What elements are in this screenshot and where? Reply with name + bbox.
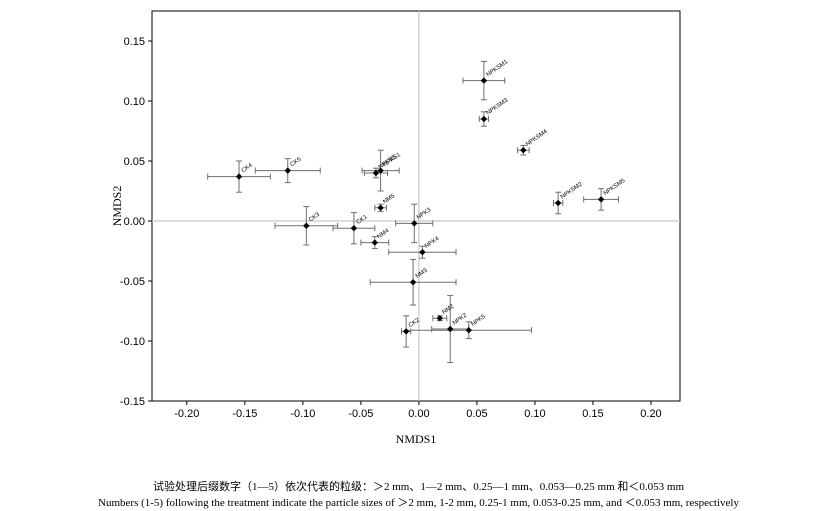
x-tick-label: -0.15 [232, 408, 257, 420]
y-tick-label: 0.05 [124, 156, 145, 168]
y-tick-label: 0.10 [124, 96, 145, 108]
y-tick-label: 0.00 [124, 216, 145, 228]
point-nm4 [371, 239, 379, 246]
point-npk2 [447, 325, 454, 333]
point-nm2 [436, 315, 443, 322]
x-axis: -0.20 -0.15 -0.10 -0.05 0.00 0.05 0.10 0.15 0.20 [174, 401, 662, 420]
nmds-scatter-plot: -0.20 -0.15 -0.10 -0.05 0.00 0.05 0.10 0.15 0.20… [110, 10, 681, 446]
caption-chinese: 试验处理后缀数字（1—5）依次代表的粒级：＞2 mm、1—2 mm、0.25—1… [152, 481, 685, 493]
point-label-ck1: CK1 [356, 214, 370, 226]
point-npksm5 [597, 196, 605, 203]
x-tick-label: -0.20 [174, 408, 199, 420]
data-points [235, 77, 605, 335]
point-nm5 [377, 204, 384, 211]
x-axis-title: NMDS1 [396, 432, 437, 446]
y-tick-label: 0.15 [124, 36, 145, 48]
x-tick-label: 0.20 [640, 408, 661, 420]
point-label-ck4: CK4 [241, 162, 255, 174]
plot-frame [151, 10, 681, 402]
point-ck4 [235, 173, 243, 180]
reference-lines [152, 11, 680, 401]
x-tick-label: 0.05 [466, 408, 487, 420]
x-tick-label: 0.15 [582, 408, 603, 420]
x-tick-label: -0.10 [290, 408, 315, 420]
y-tick-label: -0.15 [120, 396, 145, 408]
point-ck1 [350, 225, 358, 232]
point-npksm4 [520, 147, 527, 154]
point-label-ck2: CK2 [408, 317, 422, 329]
point-npk4 [419, 249, 426, 256]
point-npks1 [377, 167, 384, 174]
point-npksm1 [480, 77, 488, 84]
caption-english: Numbers (1-5) following the treatment in… [98, 497, 739, 509]
point-npk5 [465, 327, 472, 334]
point-label-ck5: CK5 [289, 156, 303, 168]
point-ck3 [303, 222, 310, 229]
x-tick-label: -0.05 [348, 408, 373, 420]
x-tick-label: 0.10 [524, 408, 545, 420]
y-axis: 0.15 0.10 0.05 0.00 -0.05 -0.10 -0.15 [120, 36, 152, 408]
y-axis-title: NMDS2 [110, 186, 124, 227]
y-tick-label: -0.05 [120, 276, 145, 288]
x-tick-label: 0.00 [408, 408, 429, 420]
point-npksm3 [480, 115, 488, 123]
point-nm3 [409, 279, 417, 286]
point-npk3 [411, 220, 418, 227]
y-tick-label: -0.10 [120, 336, 145, 348]
point-ck2 [402, 328, 410, 335]
point-npks5 [372, 169, 380, 177]
point-npksm2 [554, 199, 562, 207]
point-ck5 [284, 167, 291, 174]
point-label-ck3: CK3 [308, 211, 322, 223]
